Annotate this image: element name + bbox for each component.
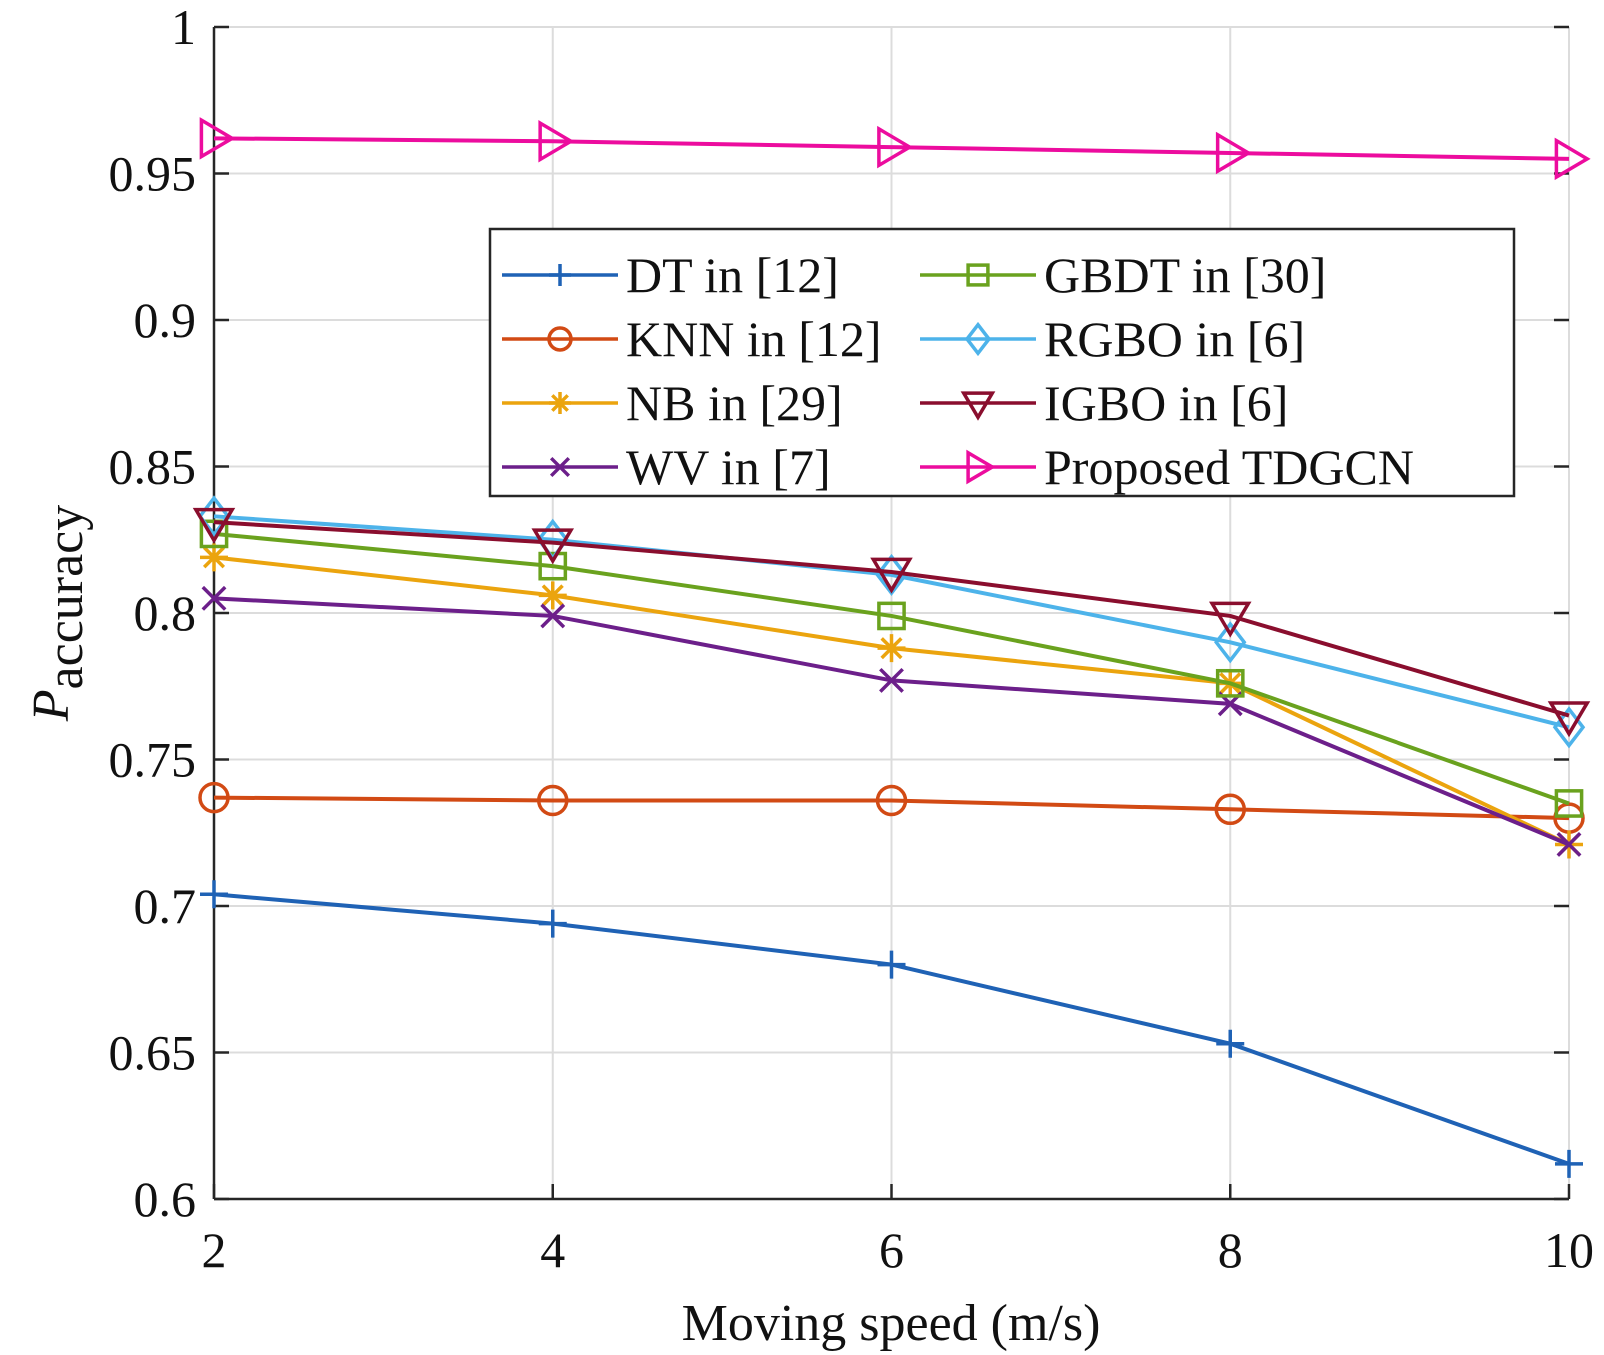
x-tick-label: 6 (879, 1222, 904, 1278)
legend-item: RGBO in [6] (920, 311, 1305, 367)
data-point-triangle-down (870, 557, 913, 594)
legend-item: KNN in [12] (502, 311, 882, 367)
series-proposed-tdgcn (199, 117, 1591, 181)
legend-marker-triangle-right (966, 449, 996, 485)
data-point-x (201, 585, 227, 611)
series-line (213, 531, 1570, 806)
data-point-plus (538, 909, 567, 938)
data-point-x (1556, 832, 1582, 857)
x-tick-label: 2 (202, 1222, 227, 1278)
legend-item: WV in [7] (502, 439, 831, 495)
legend: DT in [12] KNN in [12] NB in [29] WV in [7]… (488, 227, 1516, 498)
axes (212, 25, 1571, 1201)
data-point-square (199, 519, 229, 549)
legend-label: WV in [7] (626, 439, 831, 495)
y-tick-label: 0.6 (134, 1171, 197, 1227)
data-point-triangle-right (199, 117, 236, 160)
svg-text:Paccuracy: Paccuracy (23, 505, 94, 722)
legend-marker-diamond (964, 321, 992, 357)
y-tick-label: 0.9 (134, 292, 197, 348)
y-axis-title-subscript: accuracy (37, 505, 94, 690)
data-point-asterisk (538, 581, 567, 610)
y-tick-label: 0.95 (109, 146, 197, 202)
data-point-plus (200, 880, 228, 909)
y-tick-labels: 0.6 0.65 0.7 0.75 0.8 0.85 0.9 0.95 1 (109, 0, 197, 1227)
legend-item: NB in [29] (502, 375, 843, 431)
y-tick-label: 0.65 (109, 1025, 197, 1081)
y-tick-label: 0.7 (134, 878, 197, 934)
data-point-circle (537, 784, 569, 817)
data-point-square (877, 601, 906, 631)
legend-marker-circle (547, 326, 573, 352)
x-tick-label: 4 (540, 1222, 565, 1278)
data-point-triangle-down (1208, 601, 1252, 638)
data-point-square (538, 551, 568, 581)
legend-marker-triangle-down (960, 391, 996, 421)
data-point-plus (1555, 1149, 1583, 1178)
data-point-triangle-right (1554, 137, 1591, 181)
x-tick-label: 8 (1218, 1222, 1243, 1278)
legend-label: DT in [12] (626, 247, 839, 303)
series-line (213, 514, 1570, 730)
legend-item: Proposed TDGCN (920, 439, 1414, 495)
series-dt-in-12 (200, 880, 1583, 1178)
legend-label: GBDT in [30] (1044, 247, 1326, 303)
data-point-triangle-right (1215, 131, 1252, 175)
legend-label: Proposed TDGCN (1044, 439, 1414, 495)
y-tick-label: 1 (171, 0, 196, 55)
series-line (213, 136, 1570, 161)
data-point-circle (875, 784, 908, 817)
legend-label: RGBO in [6] (1044, 311, 1305, 367)
data-point-triangle-down (192, 507, 236, 544)
data-point-square (1215, 668, 1245, 698)
x-tick-labels: 2 4 6 8 10 (202, 1222, 1595, 1278)
series-gbdt-in-30 (199, 519, 1584, 818)
legend-marker-plus (549, 264, 571, 286)
legend-item: GBDT in [30] (920, 247, 1326, 303)
legend-label: NB in [29] (626, 375, 843, 431)
y-axis-title: Paccuracy (23, 505, 94, 722)
data-point-square (1554, 789, 1584, 818)
data-point-asterisk (200, 543, 228, 572)
series-line (213, 795, 1570, 821)
y-tick-label: 0.75 (109, 732, 197, 788)
legend-item: DT in [12] (502, 247, 839, 303)
x-tick-label: 10 (1544, 1222, 1594, 1278)
legend-marker-asterisk (549, 392, 571, 414)
series-line (213, 520, 1570, 718)
data-point-plus (877, 950, 906, 979)
data-point-x (879, 667, 904, 693)
grid-lines (213, 26, 1570, 1200)
data-point-triangle-down (1547, 701, 1591, 738)
series-group (192, 117, 1591, 1178)
y-axis-title-main: P (23, 689, 80, 722)
data-point-plus (1216, 1029, 1245, 1058)
x-axis-title: Moving speed (m/s) (682, 1295, 1101, 1352)
legend-label: KNN in [12] (626, 311, 882, 367)
data-point-x (540, 603, 566, 629)
data-point-circle (1214, 793, 1246, 826)
legend-item: IGBO in [6] (920, 375, 1288, 431)
data-point-triangle-right (877, 125, 914, 169)
legend-label: IGBO in [6] (1044, 375, 1288, 431)
data-point-asterisk (877, 634, 906, 663)
y-tick-label: 0.85 (109, 439, 197, 495)
series-igbo-in-6 (192, 507, 1591, 738)
y-tick-label: 0.8 (134, 585, 197, 641)
data-point-triangle-down (531, 528, 575, 565)
legend-marker-x (549, 456, 571, 478)
data-point-circle (198, 781, 230, 814)
data-point-diamond (1214, 621, 1247, 664)
data-point-triangle-right (538, 120, 575, 163)
legend-marker-square (966, 263, 990, 287)
